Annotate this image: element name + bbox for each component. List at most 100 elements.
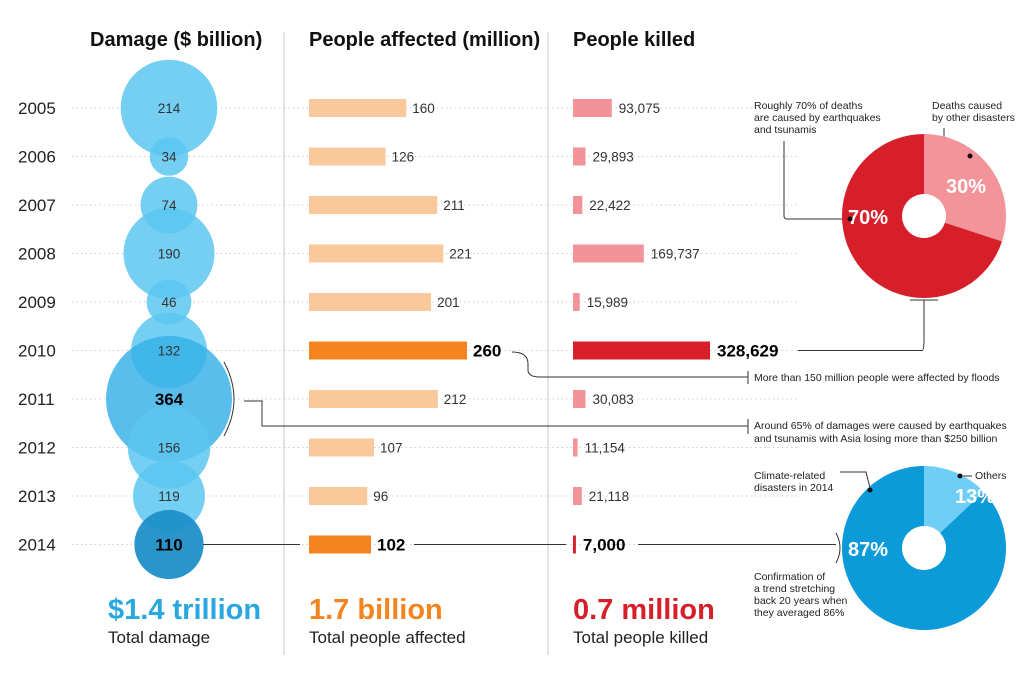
damage-label: 190 (158, 247, 181, 262)
annotation-deaths-other: by other disasters (932, 112, 1015, 124)
killed-label: 30,083 (593, 392, 634, 407)
annotation-trend: a trend stretching (754, 583, 835, 595)
annotation-deaths-eq: and tsunamis (754, 124, 816, 136)
total-value: 1.7 billion (309, 594, 443, 626)
pointer-climate (840, 471, 871, 489)
header-affected: People affected (million) (309, 29, 540, 51)
damage-label: 132 (158, 344, 181, 359)
damage-label: 46 (161, 295, 176, 310)
pointer-dot (967, 153, 973, 159)
killed-bar (573, 535, 576, 554)
annotation-others: Others (975, 470, 1007, 482)
bracket-2011 (223, 361, 235, 437)
killed-label: 15,989 (587, 295, 628, 310)
annotation-deaths-eq: Roughly 70% of deaths (754, 100, 863, 112)
pie-pct-13: 13% (955, 486, 995, 508)
damage-label: 156 (158, 441, 181, 456)
totals-layer: $1.4 trillion Total damage 1.7 billion Tota… (108, 594, 715, 647)
damage-label: 364 (155, 390, 184, 409)
pie-pct-87: 87% (848, 539, 888, 561)
pointer-deaths-eq (783, 141, 850, 220)
year-label: 2008 (18, 245, 56, 264)
killed-label: 7,000 (583, 536, 626, 555)
damage-label: 214 (158, 101, 181, 116)
damage-bubble (134, 509, 204, 580)
pies-layer: 70% 30% 87% 13% (842, 134, 1007, 630)
annotation-climate: Climate-related (754, 470, 825, 482)
affected-label: 126 (392, 150, 415, 165)
year-label: 2009 (18, 293, 56, 312)
affected-label: 211 (443, 198, 465, 213)
year-label: 2013 (18, 487, 56, 506)
annotation-deaths-other: Deaths caused (932, 100, 1002, 112)
header-killed: People killed (573, 29, 695, 51)
affected-label: 201 (437, 295, 460, 310)
killed-label: 11,154 (585, 441, 626, 456)
killed-label: 29,893 (593, 150, 634, 165)
affected-bar (309, 196, 438, 214)
connector-bracket (835, 532, 841, 564)
affected-bar (309, 390, 438, 408)
total-value: 0.7 million (573, 594, 715, 626)
year-label: 2011 (18, 390, 55, 409)
killed-label: 328,629 (717, 342, 778, 361)
pointer-dot (867, 487, 873, 493)
pie-slice (924, 466, 984, 533)
annotation-climate: disasters in 2014 (754, 482, 834, 494)
header-damage: Damage ($ billion) (90, 29, 262, 51)
annotation-trend: they averaged 86% (754, 607, 844, 619)
affected-label: 221 (449, 247, 472, 262)
annotation-deaths-eq: are caused by earthquakes (754, 112, 881, 124)
affected-bar (309, 341, 467, 360)
damage-label: 74 (161, 198, 177, 213)
killed-label: 169,737 (651, 247, 700, 262)
affected-bar (309, 487, 368, 505)
killed-label: 22,422 (589, 198, 630, 213)
damage-bubble (146, 279, 192, 325)
affected-bar (309, 147, 386, 166)
annotation-damage-2011: Around 65% of damages were caused by ear… (754, 420, 1007, 432)
affected-bar (309, 99, 407, 117)
year-label: 2005 (18, 99, 56, 118)
pointer-dot (847, 216, 853, 222)
pie-pct-70: 70% (848, 207, 888, 229)
year-label: 2010 (18, 342, 56, 361)
total-label: Total people affected (309, 628, 466, 647)
affected-bar (309, 244, 444, 263)
killed-bar (573, 390, 586, 408)
affected-label: 212 (444, 392, 467, 407)
damage-bubbles: 214 34 74 190 46 132 364 156 119 110 (106, 59, 235, 580)
year-label: 2007 (18, 196, 56, 215)
affected-label: 260 (473, 342, 501, 361)
bars-layer: 160 126 211 221 201 260 212 107 96 102 93,075 29,89… (309, 99, 778, 555)
damage-bubble (133, 460, 205, 532)
pie-slice (842, 134, 1002, 298)
affected-label: 102 (377, 536, 405, 555)
killed-bar (573, 99, 612, 117)
connector-2010-pie (798, 300, 925, 351)
affected-bar (309, 438, 374, 457)
annotation-trend: back 20 years when (754, 595, 848, 607)
pointer-dot (957, 473, 963, 479)
damage-bubble (120, 59, 218, 157)
damage-bubble (149, 137, 189, 176)
total-label: Total damage (108, 628, 210, 647)
year-label: 2012 (18, 439, 56, 458)
pie-slice (924, 134, 1007, 242)
damage-bubble (123, 208, 215, 299)
pie-pct-30: 30% (946, 176, 986, 198)
killed-label: 93,075 (619, 101, 660, 116)
connectors-layer (203, 128, 972, 564)
annotation-trend: Confirmation of (754, 571, 825, 583)
killed-bar (573, 487, 582, 505)
affected-bar (309, 535, 371, 554)
total-label: Total people killed (573, 628, 708, 647)
killed-bar (573, 147, 586, 166)
killed-bar (573, 244, 644, 263)
affected-label: 96 (373, 489, 388, 504)
annotations-layer: More than 150 million people were affect… (754, 100, 1015, 619)
damage-label: 119 (158, 489, 180, 504)
affected-bar (309, 293, 432, 311)
damage-label: 34 (161, 150, 177, 165)
